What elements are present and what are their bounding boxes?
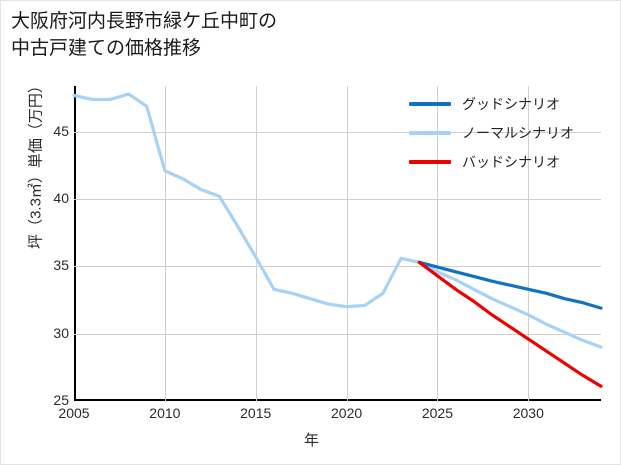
y-tick-label: 25 [53,392,69,408]
y-tick-labels: 25 30 35 40 45 [29,86,69,408]
gridline-vertical [346,86,348,401]
legend-item[interactable]: バッドシナリオ [409,147,609,176]
series-line [417,260,603,310]
x-axis-title: 年 [303,432,319,449]
x-tick-label: 2015 [240,405,272,421]
legend-label: バッドシナリオ [462,153,560,170]
gridline-horizontal [74,131,601,133]
page-title: 大阪府河内長野市緑ケ丘中町の 中古戸建ての価格推移 [11,11,278,59]
x-tick-label: 2030 [512,405,544,421]
series-line [417,260,603,388]
y-tick-label: 35 [53,257,69,274]
gridline-vertical [255,86,257,401]
y-axis-title: 坪（3.3㎡）単価（万円） [27,78,45,249]
x-tick-label: 2025 [421,405,454,421]
y-tick-label: 40 [53,190,69,207]
legend-item[interactable]: グッドシナリオ [409,89,609,118]
chart-legend: グッドシナリオ ノーマルシナリオ バッドシナリオ [409,89,609,176]
gridline-horizontal [74,266,601,268]
legend-item[interactable]: ノーマルシナリオ [409,118,609,147]
x-tick-label: 2020 [331,405,363,421]
plot-area [72,86,603,401]
series-line [72,92,603,349]
series-lines [72,92,603,388]
gridline-vertical [437,86,439,401]
gridline-horizontal [74,199,601,201]
legend-color-swatch [409,159,451,164]
legend-color-swatch [409,101,451,106]
gridline-horizontal [74,333,601,335]
x-tick-label: 2010 [149,405,181,421]
x-tick-label: 2005 [58,405,90,421]
gridline-vertical [164,86,166,401]
legend-label: グッドシナリオ [462,95,560,112]
gridline-vertical [528,86,530,401]
legend-color-swatch [409,130,451,135]
legend-label: ノーマルシナリオ [462,124,574,141]
y-tick-label: 30 [53,324,69,341]
x-axis-line [74,399,601,401]
y-axis-line [74,86,76,401]
y-tick-label: 45 [53,122,69,139]
x-tick-labels: 2005 2010 2015 2020 2025 2030 [58,405,601,427]
